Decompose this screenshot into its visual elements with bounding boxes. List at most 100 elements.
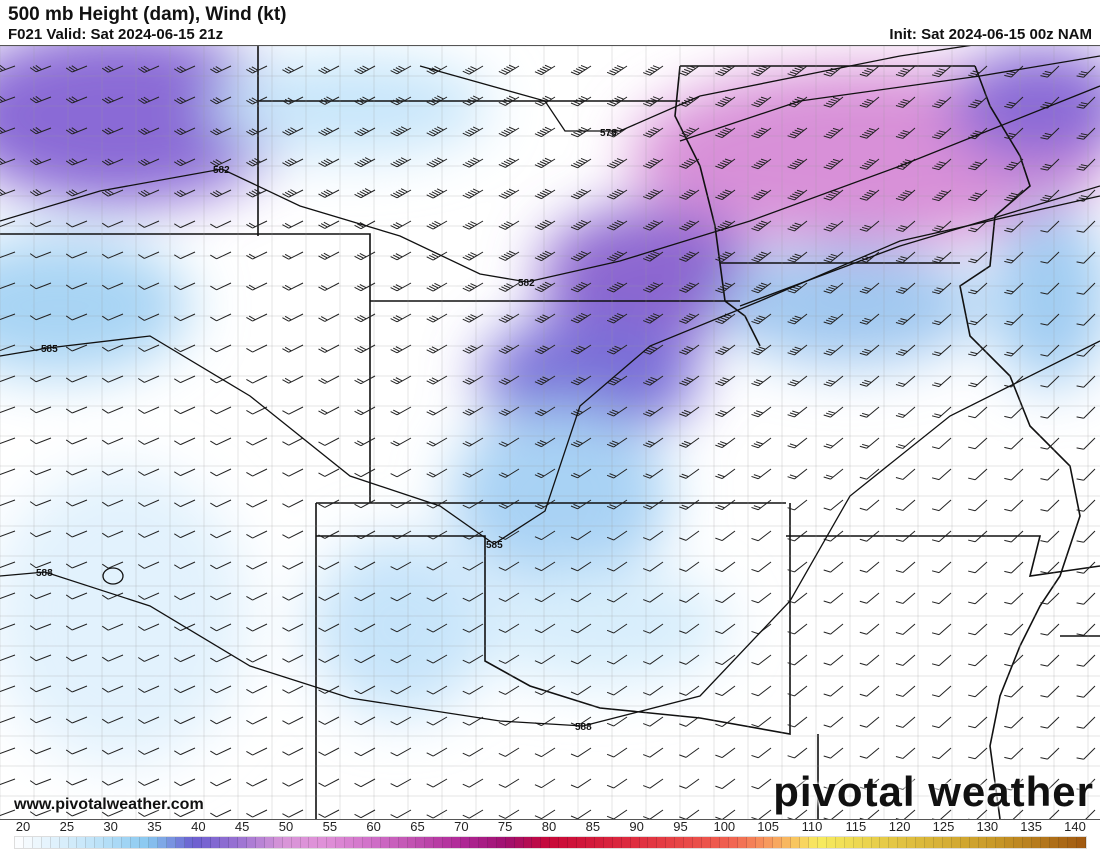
colorbar-cell: [496, 837, 506, 848]
wind-barb: [0, 747, 16, 755]
colorbar-cell: [68, 837, 78, 848]
wind-barb: [1004, 251, 1024, 264]
colorbar-cell: [238, 837, 247, 848]
wind-barb: [462, 468, 484, 478]
wind-barb: [606, 220, 628, 231]
wind-barb: [534, 64, 556, 76]
wind-barb: [0, 344, 16, 352]
wind-barb: [390, 188, 412, 199]
wind-barb: [65, 406, 88, 414]
wind-barb: [426, 188, 448, 199]
wind-barb: [390, 623, 412, 633]
wind-barb: [354, 716, 376, 726]
wind-barb: [679, 251, 700, 262]
wind-barb: [282, 592, 304, 601]
wind-barb: [715, 189, 736, 201]
wind-barb: [354, 344, 376, 354]
wind-barb: [426, 220, 448, 230]
wind-barb: [354, 809, 376, 819]
wind-barb: [174, 623, 196, 632]
wind-barb: [138, 344, 160, 352]
wind-barb: [859, 127, 880, 139]
colorbar-cell: [23, 837, 33, 848]
colorbar-cell: [148, 837, 158, 848]
wind-barb: [0, 126, 16, 135]
wind-barb: [210, 561, 232, 570]
wind-barb: [606, 530, 628, 541]
wind-barb: [606, 127, 628, 138]
wind-barb: [606, 251, 628, 262]
wind-barb: [1004, 592, 1024, 605]
wind-barb: [390, 592, 412, 602]
wind-barb: [751, 530, 772, 542]
wind-barb: [1040, 716, 1060, 729]
wind-barb: [65, 809, 88, 817]
wind-barb: [895, 747, 916, 759]
wind-barb: [534, 219, 556, 231]
colorbar-cell: [541, 837, 551, 848]
wind-barb: [29, 592, 52, 600]
wind-barb: [318, 65, 340, 74]
wind-barb: [390, 282, 412, 292]
colorbar-cell: [389, 837, 399, 848]
wind-barb: [426, 685, 448, 695]
wind-barb: [679, 499, 700, 510]
wind-barb: [65, 282, 88, 290]
wind-barb: [895, 778, 916, 790]
wind-barb: [138, 375, 160, 383]
height-contours: [0, 46, 1100, 727]
wind-barb: [679, 561, 700, 572]
wind-barb: [462, 437, 484, 447]
colorbar-tick-label: 100: [713, 819, 736, 834]
wind-barb: [426, 406, 448, 416]
wind-barb: [931, 561, 952, 574]
wind-barb: [138, 220, 160, 228]
wind-barb: [426, 157, 448, 168]
wind-barb: [715, 158, 736, 170]
colorbar-tick-label: 130: [976, 819, 999, 834]
wind-barb: [390, 530, 412, 540]
wind-barb: [931, 778, 952, 791]
wind-barb: [679, 623, 700, 634]
wind-barb: [498, 747, 520, 757]
wind-barb: [318, 251, 340, 260]
wind-barb: [931, 313, 952, 326]
wind-barb: [1004, 530, 1024, 543]
wind-barb: [426, 65, 448, 75]
wind-barb: [931, 747, 952, 760]
wind-barb: [787, 530, 808, 542]
wind-barb: [174, 747, 196, 756]
wind-barb: [390, 468, 412, 478]
colorbar-cell: [577, 837, 586, 848]
wind-barb: [354, 778, 376, 788]
colorbar-cell: [996, 837, 1006, 848]
wind-barb: [751, 561, 772, 573]
wind-barb: [0, 375, 16, 383]
wind-barb: [101, 251, 124, 259]
colorbar-cell: [113, 837, 123, 848]
wind-barb: [1076, 375, 1096, 388]
wind-barb: [138, 809, 160, 817]
wind-barb: [29, 654, 52, 662]
wind-barb: [1004, 654, 1024, 667]
wind-barb: [0, 313, 16, 321]
colorbar-cell: [1049, 837, 1059, 848]
wind-barb: [570, 312, 592, 324]
wind-barb: [643, 158, 664, 169]
wind-barb: [751, 592, 772, 604]
wind-barb: [895, 530, 916, 542]
wind-barb: [282, 282, 304, 291]
colorbar-cell: [969, 837, 979, 848]
colorbar-cell: [336, 837, 346, 848]
wind-barb: [498, 344, 520, 354]
colorbar-cell: [898, 837, 908, 848]
wind-barb: [859, 437, 880, 449]
wind-barb: [426, 344, 448, 354]
wind-barb: [968, 809, 988, 819]
website-link[interactable]: www.pivotalweather.com: [14, 796, 204, 813]
wind-barb: [1076, 220, 1096, 233]
wind-barb: [1076, 654, 1096, 667]
wind-barb: [282, 65, 304, 74]
wind-barb: [354, 251, 376, 261]
wind-barb: [29, 251, 52, 259]
